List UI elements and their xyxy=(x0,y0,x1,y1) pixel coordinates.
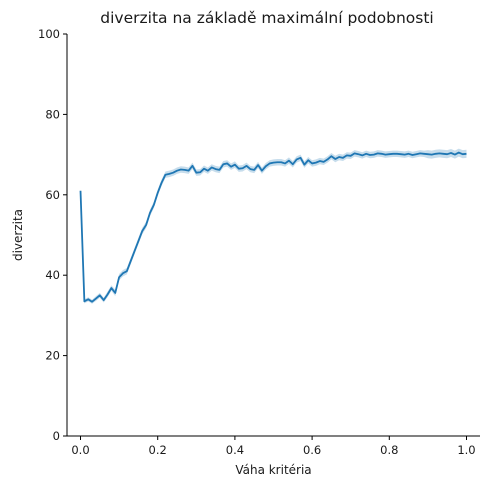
y-tick-label: 0 xyxy=(53,429,60,443)
x-tick-label: 0.8 xyxy=(380,443,398,457)
y-tick-label: 60 xyxy=(45,188,60,202)
x-tick-label: 0.6 xyxy=(303,443,321,457)
y-axis-label: diverzita xyxy=(11,209,25,261)
y-axis-ticks: 0 20 40 60 80 100 xyxy=(38,27,67,443)
plot-area xyxy=(79,148,467,304)
confidence-band xyxy=(80,148,467,304)
x-tick-label: 0.4 xyxy=(226,443,244,457)
x-tick-label: 1.0 xyxy=(457,443,475,457)
x-tick-label: 0.2 xyxy=(149,443,167,457)
y-tick-label: 80 xyxy=(45,107,60,121)
series-line xyxy=(79,151,467,303)
x-axis-label: Váha kritéria xyxy=(235,463,311,477)
y-tick-label: 20 xyxy=(45,349,60,363)
y-tick-label: 40 xyxy=(45,268,60,282)
x-axis-ticks: 0.0 0.2 0.4 0.6 0.8 1.0 xyxy=(71,436,476,457)
chart-title: diverzita na základě maximální podobnost… xyxy=(100,9,433,27)
y-tick-label: 100 xyxy=(38,27,60,41)
x-tick-label: 0.0 xyxy=(71,443,89,457)
